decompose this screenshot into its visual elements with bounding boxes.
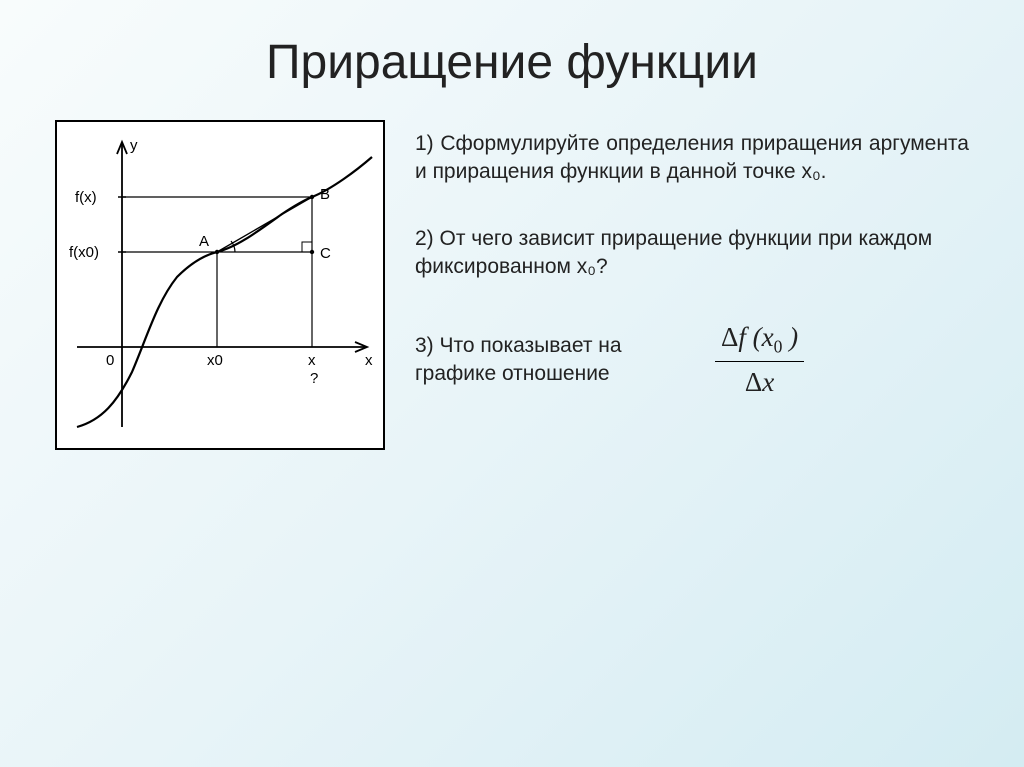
function-graph: yx0f(x)f(x0)x0x?ABC <box>55 120 385 450</box>
questions-block: 1) Сформулируйте определения приращения … <box>415 120 969 439</box>
svg-text:y: y <box>130 137 138 154</box>
formula-fraction: Δf (x0 ) Δx <box>715 319 804 401</box>
svg-text:f(x0): f(x0) <box>69 244 99 261</box>
question-1: 1) Сформулируйте определения приращения … <box>415 130 969 187</box>
svg-text:B: B <box>320 186 330 203</box>
svg-text:0: 0 <box>106 352 114 369</box>
page-title: Приращение функции <box>55 35 969 90</box>
formula-denominator: Δx <box>739 362 780 400</box>
question-3-text: 3) Что показывает на графике отношение <box>415 332 695 389</box>
svg-text:C: C <box>320 245 331 262</box>
svg-text:f(x): f(x) <box>75 189 97 206</box>
formula-numerator: Δf (x0 ) <box>715 319 804 362</box>
question-3: 3) Что показывает на графике отношение Δ… <box>415 319 969 401</box>
svg-text:x: x <box>308 352 316 369</box>
svg-text:x0: x0 <box>207 352 223 369</box>
svg-text:?: ? <box>310 370 318 387</box>
question-2: 2) От чего зависит приращение функции пр… <box>415 225 969 282</box>
svg-text:x: x <box>365 352 373 369</box>
svg-text:A: A <box>199 233 209 250</box>
content-row: yx0f(x)f(x0)x0x?ABC 1) Сформулируйте опр… <box>55 120 969 450</box>
